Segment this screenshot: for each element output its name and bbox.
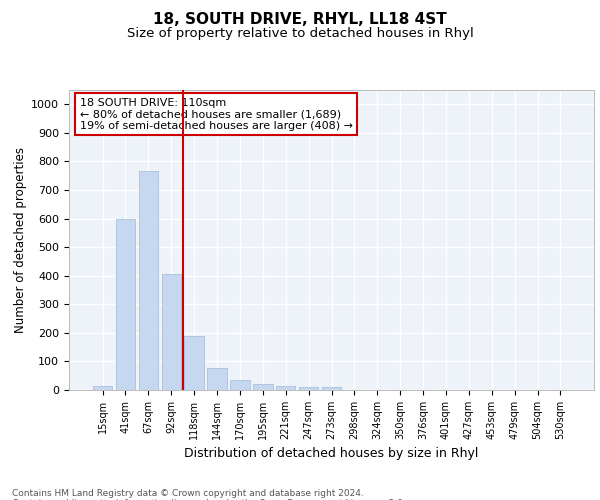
Bar <box>253 384 272 390</box>
Bar <box>184 336 204 390</box>
Bar <box>322 387 341 390</box>
Bar <box>116 218 135 390</box>
Text: Contains HM Land Registry data © Crown copyright and database right 2024.: Contains HM Land Registry data © Crown c… <box>12 488 364 498</box>
Bar <box>161 274 181 390</box>
Bar <box>208 368 227 390</box>
Bar <box>93 386 112 390</box>
X-axis label: Distribution of detached houses by size in Rhyl: Distribution of detached houses by size … <box>184 448 479 460</box>
Text: Contains public sector information licensed under the Open Government Licence v3: Contains public sector information licen… <box>12 498 406 500</box>
Text: 18, SOUTH DRIVE, RHYL, LL18 4ST: 18, SOUTH DRIVE, RHYL, LL18 4ST <box>153 12 447 28</box>
Text: Size of property relative to detached houses in Rhyl: Size of property relative to detached ho… <box>127 28 473 40</box>
Text: 18 SOUTH DRIVE: 110sqm
← 80% of detached houses are smaller (1,689)
19% of semi-: 18 SOUTH DRIVE: 110sqm ← 80% of detached… <box>79 98 353 130</box>
Bar <box>139 172 158 390</box>
Y-axis label: Number of detached properties: Number of detached properties <box>14 147 27 333</box>
Bar <box>299 386 319 390</box>
Bar <box>230 380 250 390</box>
Bar <box>276 386 295 390</box>
